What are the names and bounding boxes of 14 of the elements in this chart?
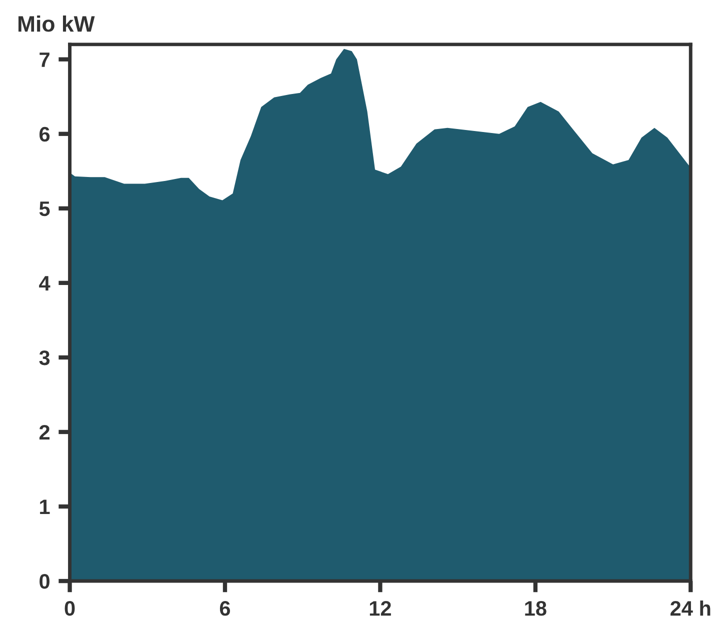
y-tick-label: 1 <box>40 500 50 514</box>
y-axis-title: Mio kW <box>18 15 95 32</box>
y-tick-label: 3 <box>39 350 50 366</box>
y-tick-label: 2 <box>39 424 50 440</box>
x-tick-label: 24 h <box>670 600 710 616</box>
y-tick-label: 7 <box>40 52 50 67</box>
y-tick-label: 4 <box>39 276 50 290</box>
y-tick-label: 6 <box>40 126 50 142</box>
x-tick-label: 0 <box>64 601 75 616</box>
y-tick-label: 5 <box>39 202 50 216</box>
x-tick-label: 12 <box>370 601 391 616</box>
x-tick-label: 18 <box>525 601 546 616</box>
x-tick-label: 6 <box>220 601 230 616</box>
y-tick-label: 0 <box>40 574 50 589</box>
